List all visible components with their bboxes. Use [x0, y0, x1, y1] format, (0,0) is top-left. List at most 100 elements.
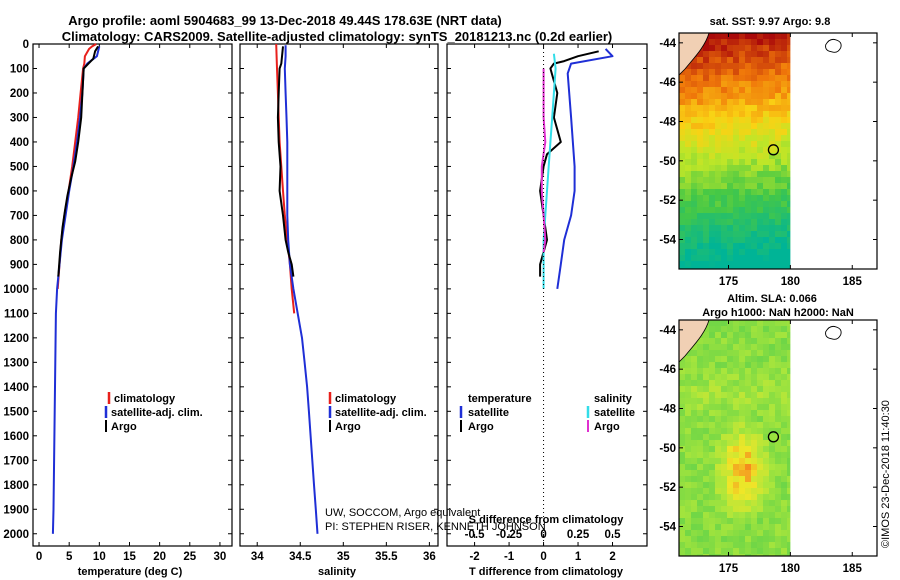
- map-cell: [727, 141, 733, 147]
- map-cell: [757, 512, 763, 518]
- new-zealand-coast: [678, 32, 710, 76]
- map-cell: [757, 416, 763, 422]
- map-cell: [703, 536, 709, 542]
- legend-label-argo: Argo: [111, 421, 137, 433]
- depth-tick-label: 1800: [3, 480, 29, 492]
- map-cell: [697, 219, 703, 225]
- map-cell: [715, 69, 721, 75]
- map-cell: [733, 518, 739, 524]
- map-cell: [763, 183, 769, 189]
- map-cell: [697, 398, 703, 404]
- map-cell: [697, 548, 703, 554]
- map-cell: [787, 99, 791, 105]
- map-cell: [787, 183, 791, 189]
- map-cell: [787, 554, 791, 556]
- map-cell: [757, 195, 763, 201]
- map-cell: [703, 476, 709, 482]
- map-cell: [781, 177, 787, 183]
- map-cell: [769, 464, 775, 470]
- map-cell: [781, 524, 787, 530]
- map-cell: [721, 165, 727, 171]
- map-cell: [745, 332, 751, 338]
- map-cell: [763, 416, 769, 422]
- map-cell: [769, 536, 775, 542]
- map-cell: [709, 536, 715, 542]
- map-cell: [691, 440, 697, 446]
- map-cell: [781, 141, 787, 147]
- map-cell: [685, 434, 691, 440]
- map-cell: [757, 494, 763, 500]
- map-cell: [769, 177, 775, 183]
- map-cell: [763, 338, 769, 344]
- map-cell: [733, 117, 739, 123]
- map-cell: [691, 69, 697, 75]
- map-cell: [775, 231, 781, 237]
- map-cell: [787, 518, 791, 524]
- map-cell: [781, 440, 787, 446]
- map-cell: [757, 476, 763, 482]
- map-cell: [757, 422, 763, 428]
- map-cell: [703, 267, 709, 269]
- map-cell: [745, 93, 751, 99]
- map-cell: [745, 470, 751, 476]
- map-cell: [787, 87, 791, 93]
- map-cell: [751, 392, 757, 398]
- map-cell: [679, 368, 685, 374]
- map-cell: [715, 57, 721, 63]
- map-cell: [679, 177, 685, 183]
- map-cell: [781, 33, 787, 39]
- map-cell: [709, 147, 715, 153]
- map-cell: [733, 320, 739, 326]
- map-cell: [715, 159, 721, 165]
- map-cell: [739, 506, 745, 512]
- legend-label-s-argo: Argo: [594, 421, 620, 433]
- map-cell: [739, 129, 745, 135]
- map-cell: [751, 470, 757, 476]
- legend-label-satellite: satellite-adj. clim.: [335, 407, 427, 419]
- map-cell: [709, 189, 715, 195]
- map-cell: [763, 500, 769, 506]
- map-cell: [787, 428, 791, 434]
- map-cell: [739, 530, 745, 536]
- map-cell: [787, 243, 791, 249]
- map-cell: [775, 422, 781, 428]
- map-cell: [757, 57, 763, 63]
- map-cell: [679, 267, 685, 269]
- title-line-2: Climatology: CARS2009. Satellite-adjuste…: [62, 29, 613, 44]
- map-cell: [781, 99, 787, 105]
- map-cell: [775, 404, 781, 410]
- map-cell: [715, 386, 721, 392]
- map-cell: [745, 530, 751, 536]
- map-cell: [775, 446, 781, 452]
- map-cell: [685, 506, 691, 512]
- map-cell: [739, 398, 745, 404]
- map-cell: [727, 129, 733, 135]
- map-cell: [775, 398, 781, 404]
- map-cell: [727, 452, 733, 458]
- depth-tick-label: 0: [23, 39, 29, 51]
- map-cell: [721, 482, 727, 488]
- map-cell: [727, 81, 733, 87]
- map-cell: [721, 362, 727, 368]
- map-cell: [745, 57, 751, 63]
- map-cell: [727, 548, 733, 554]
- map-cell: [733, 368, 739, 374]
- map-cell: [769, 416, 775, 422]
- map-cell: [745, 404, 751, 410]
- map-cell: [787, 153, 791, 159]
- map-cell: [769, 350, 775, 356]
- map-cell: [679, 512, 685, 518]
- map-cell: [721, 500, 727, 506]
- map-cell: [691, 410, 697, 416]
- map-cell: [781, 183, 787, 189]
- map-cell: [691, 225, 697, 231]
- map-cell: [781, 452, 787, 458]
- map-cell: [715, 452, 721, 458]
- map-cell: [709, 386, 715, 392]
- map-cell: [757, 183, 763, 189]
- map-cell: [697, 362, 703, 368]
- map-cell: [787, 261, 791, 267]
- map-cell: [703, 374, 709, 380]
- map-cell: [685, 374, 691, 380]
- map-cell: [697, 422, 703, 428]
